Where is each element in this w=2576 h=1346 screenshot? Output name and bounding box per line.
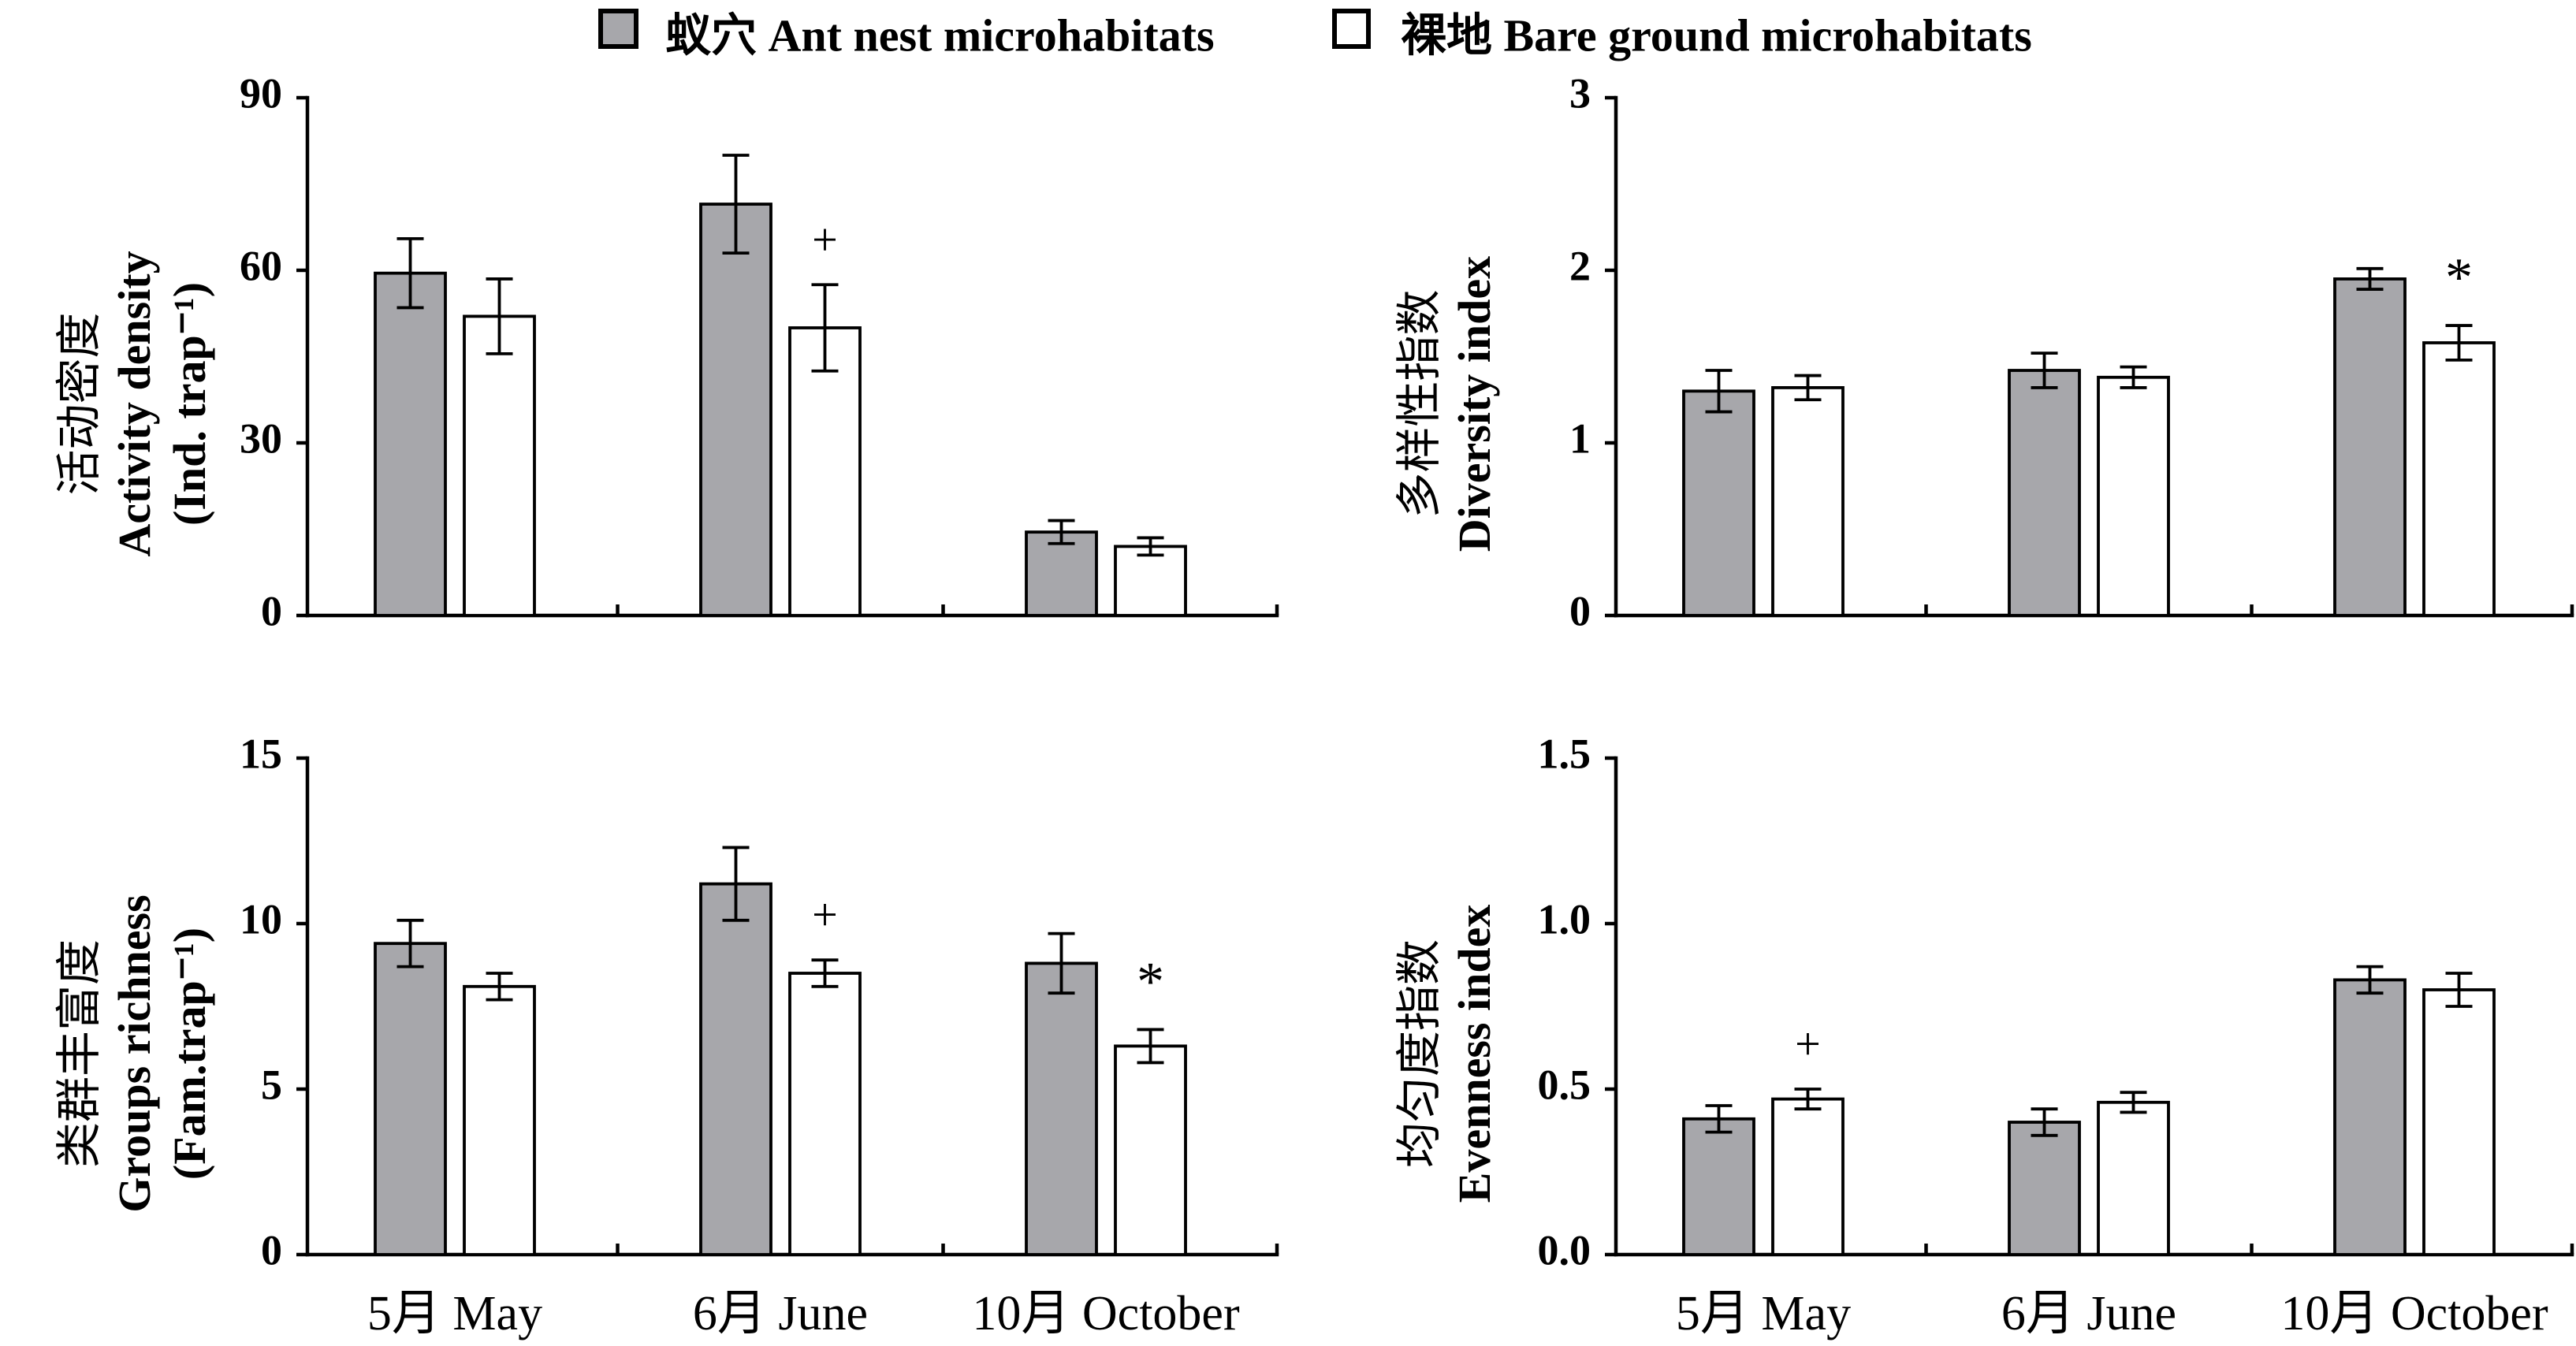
svg-text:Groups richness: Groups richness (109, 894, 160, 1212)
svg-text:Diversity index: Diversity index (1449, 256, 1500, 552)
svg-text:(Ind. trap⁻¹): (Ind. trap⁻¹) (164, 282, 215, 526)
svg-text:2: 2 (1569, 242, 1591, 289)
svg-text:1: 1 (1569, 415, 1591, 462)
svg-text:+: + (812, 889, 838, 940)
svg-text:1.0: 1.0 (1538, 895, 1591, 943)
svg-text:3: 3 (1569, 69, 1591, 117)
svg-text:0: 0 (261, 587, 282, 634)
svg-text:*: * (1137, 951, 1164, 1012)
svg-text:Activity density: Activity density (109, 251, 160, 556)
svg-text:15: 15 (240, 730, 282, 777)
svg-text:均匀度指数: 均匀度指数 (1394, 939, 1445, 1168)
svg-text:1.5: 1.5 (1538, 730, 1591, 777)
svg-text:+: + (1795, 1018, 1821, 1069)
svg-text:10月 October: 10月 October (2280, 1287, 2548, 1340)
svg-text:6月 June: 6月 June (693, 1287, 868, 1340)
svg-text:60: 60 (240, 242, 282, 289)
svg-text:6月 June: 6月 June (2001, 1287, 2176, 1340)
svg-text:Evenness index: Evenness index (1449, 905, 1500, 1203)
svg-text:0: 0 (1569, 587, 1591, 634)
svg-text:90: 90 (240, 69, 282, 117)
svg-text:多样性指数: 多样性指数 (1394, 289, 1445, 518)
svg-text:+: + (812, 214, 838, 265)
svg-text:5月 May: 5月 May (1676, 1287, 1851, 1340)
svg-text:(Fam.trap⁻¹): (Fam.trap⁻¹) (164, 928, 215, 1180)
svg-text:30: 30 (240, 415, 282, 462)
svg-text:蚁穴 Ant nest microhabitats: 蚁穴 Ant nest microhabitats (665, 9, 1215, 61)
svg-text:5月 May: 5月 May (367, 1287, 542, 1340)
svg-text:0: 0 (261, 1226, 282, 1273)
svg-text:活动密度: 活动密度 (54, 312, 105, 495)
svg-text:10月 October: 10月 October (972, 1287, 1240, 1340)
svg-text:10: 10 (240, 895, 282, 943)
svg-text:0.0: 0.0 (1538, 1226, 1591, 1273)
svg-text:类群丰富度: 类群丰富度 (54, 939, 105, 1168)
svg-text:0.5: 0.5 (1538, 1061, 1591, 1108)
svg-text:5: 5 (261, 1061, 282, 1108)
svg-text:裸地 Bare ground microhabitats: 裸地 Bare ground microhabitats (1401, 9, 2032, 61)
svg-text:*: * (2445, 247, 2473, 308)
